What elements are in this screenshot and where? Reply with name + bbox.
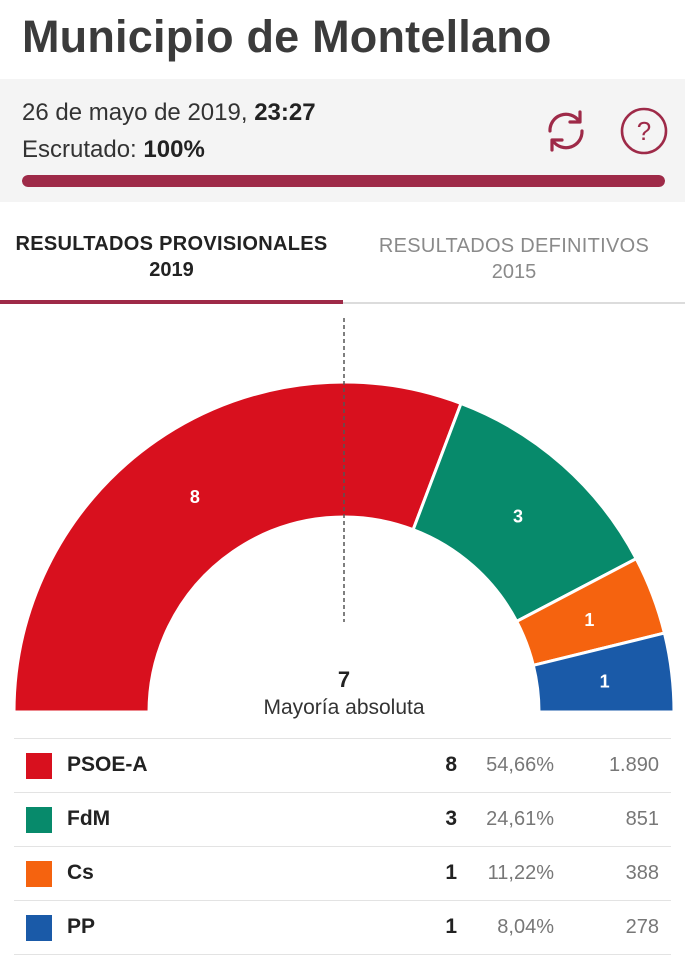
tab-label: RESULTADOS DEFINITIVOS bbox=[378, 235, 650, 257]
party-votes: 851 bbox=[625, 808, 659, 830]
party-color-swatch bbox=[26, 915, 52, 941]
seat-count-label: 1 bbox=[584, 610, 594, 630]
majority-seats-value: 7 bbox=[338, 667, 350, 692]
help-button[interactable]: ? bbox=[618, 105, 670, 157]
tab-provisional-results-2019[interactable]: RESULTADOS PROVISIONALES 2019 bbox=[0, 220, 343, 304]
table-row[interactable]: Cs 1 11,22% 388 bbox=[14, 847, 671, 901]
refresh-button[interactable] bbox=[540, 105, 592, 157]
hemicycle-svg: 8 3 1 1 7 Mayoría absoluta bbox=[12, 318, 676, 719]
scrutiny-progress-fill bbox=[22, 175, 665, 187]
refresh-icon bbox=[548, 110, 584, 152]
seat-count-label: 8 bbox=[190, 487, 200, 507]
party-name: Cs bbox=[67, 861, 94, 884]
scrutiny-value: 100% bbox=[143, 136, 205, 163]
party-name: PP bbox=[67, 915, 96, 938]
results-table: PSOE-A 8 54,66% 1.890 FdM 3 24,61% 851 C… bbox=[0, 738, 685, 955]
party-name: FdM bbox=[67, 807, 111, 830]
table-row[interactable]: FdM 3 24,61% 851 bbox=[14, 793, 671, 847]
party-votes: 388 bbox=[625, 862, 659, 884]
tab-year: 2015 bbox=[491, 261, 537, 283]
tab-label: RESULTADOS PROVISIONALES bbox=[15, 233, 328, 255]
party-vote-percent: 11,22% bbox=[487, 862, 554, 884]
seat-count-label: 1 bbox=[600, 671, 610, 691]
scrutiny-status: Escrutado: 100% bbox=[22, 136, 205, 164]
scrutiny-label: Escrutado: bbox=[22, 136, 137, 163]
party-vote-percent: 54,66% bbox=[486, 754, 554, 776]
seat-count-label: 3 bbox=[513, 507, 523, 527]
party-seats: 3 bbox=[445, 807, 457, 830]
svg-text:?: ? bbox=[637, 116, 651, 146]
help-icon: ? bbox=[620, 107, 668, 155]
party-votes: 278 bbox=[625, 916, 659, 938]
party-color-swatch bbox=[26, 861, 52, 887]
active-tab-indicator bbox=[0, 300, 343, 304]
status-card: 26 de mayo de 2019, 23:27 Escrutado: 100… bbox=[0, 79, 685, 202]
majority-label: Mayoría absoluta bbox=[263, 696, 424, 719]
results-tabs: RESULTADOS PROVISIONALES 2019 RESULTADOS… bbox=[0, 220, 685, 304]
party-color-swatch bbox=[26, 807, 52, 833]
seat-segment-psoe-a[interactable] bbox=[12, 380, 463, 714]
seat-distribution-chart: 8 3 1 1 7 Mayoría absoluta bbox=[0, 304, 685, 734]
party-color-swatch bbox=[26, 753, 52, 779]
party-vote-percent: 8,04% bbox=[497, 916, 554, 938]
tab-definitive-results-2015[interactable]: RESULTADOS DEFINITIVOS 2015 bbox=[343, 220, 685, 304]
table-row[interactable]: PSOE-A 8 54,66% 1.890 bbox=[14, 738, 671, 793]
page-title: Municipio de Montellano bbox=[22, 11, 552, 62]
party-seats: 1 bbox=[445, 915, 457, 938]
party-votes: 1.890 bbox=[608, 754, 659, 776]
party-vote-percent: 24,61% bbox=[486, 808, 554, 830]
party-seats: 1 bbox=[445, 861, 457, 884]
party-name: PSOE-A bbox=[67, 753, 148, 776]
table-row[interactable]: PP 1 8,04% 278 bbox=[14, 901, 671, 955]
tab-year: 2019 bbox=[149, 259, 194, 281]
party-seats: 8 bbox=[445, 753, 457, 776]
scrutiny-progress-bar bbox=[22, 175, 665, 187]
update-timestamp: 26 de mayo de 2019, 23:27 bbox=[22, 99, 316, 127]
update-date: 26 de mayo de 2019, bbox=[22, 99, 248, 126]
seat-segment-pp[interactable] bbox=[531, 631, 676, 714]
update-time: 23:27 bbox=[254, 99, 316, 126]
